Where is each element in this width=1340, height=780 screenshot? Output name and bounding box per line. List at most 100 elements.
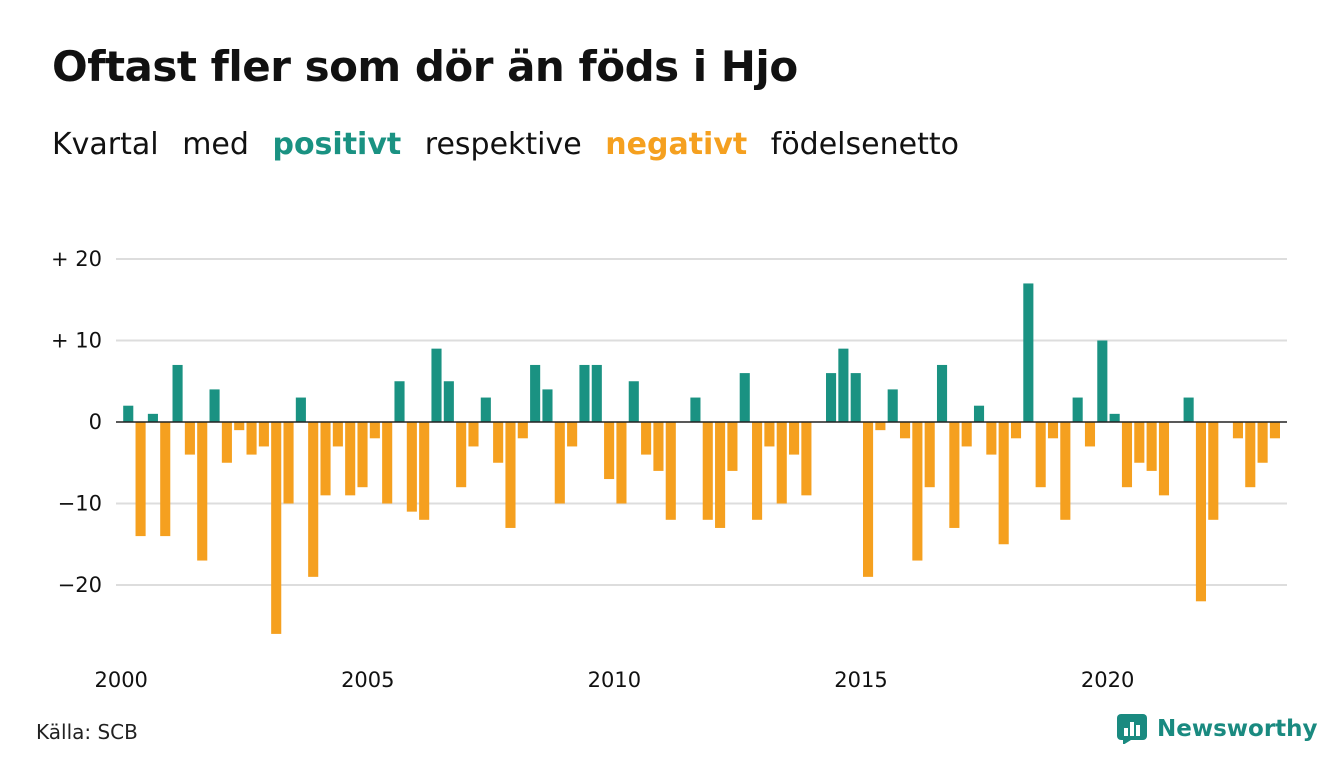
bar (160, 422, 171, 537)
bar (382, 422, 393, 504)
bar (1195, 422, 1207, 602)
bar (690, 397, 701, 422)
bar (369, 422, 380, 439)
bar (1121, 422, 1133, 488)
bar (936, 364, 948, 422)
bar (283, 422, 294, 504)
bar (147, 413, 158, 422)
newsworthy-logo-icon (1117, 714, 1147, 744)
bar (665, 422, 676, 520)
bar (172, 364, 183, 422)
bar (357, 422, 368, 488)
bar (443, 381, 454, 422)
bar (1158, 422, 1170, 496)
bar (480, 397, 491, 422)
subtitle-text-3: respektive (424, 127, 582, 162)
subtitle-text-2: med (182, 127, 249, 162)
bar (949, 422, 960, 528)
bar (604, 422, 615, 480)
bar (246, 422, 257, 455)
brand-name: Newsworthy (1157, 716, 1318, 742)
bar (345, 422, 356, 496)
bar (554, 422, 565, 504)
bar (727, 422, 738, 471)
bar (961, 422, 972, 447)
y-tick-label: −10 (58, 492, 102, 516)
bar (1072, 397, 1083, 422)
bar (1257, 422, 1268, 463)
bar (641, 422, 652, 455)
bar (628, 381, 639, 422)
bar (838, 348, 849, 422)
bar (826, 373, 837, 422)
bar (1060, 422, 1071, 520)
bar (493, 422, 504, 463)
bar (616, 422, 627, 504)
bar (209, 389, 220, 422)
bar (271, 422, 282, 634)
bar (764, 422, 775, 447)
bar (899, 422, 911, 439)
bar (1084, 422, 1096, 447)
bar (653, 422, 664, 471)
bar (1035, 422, 1046, 488)
chart-title: Oftast fler som dör än föds i Hjo (52, 42, 798, 91)
bar (1010, 422, 1022, 439)
bar (567, 422, 578, 447)
y-tick-label: + 20 (51, 247, 102, 271)
x-tick-label: 2015 (834, 668, 887, 692)
subtitle-positive-label: positivt (272, 127, 402, 162)
y-tick-label: + 10 (51, 329, 102, 353)
subtitle-text-1: Kvartal (52, 127, 159, 162)
bar (973, 405, 985, 422)
bar (197, 422, 208, 561)
bar (1245, 422, 1256, 488)
x-tick-label: 2010 (588, 668, 641, 692)
bar (875, 422, 886, 431)
bar (1208, 422, 1219, 520)
bar (517, 422, 528, 439)
brand-logo: Newsworthy (1117, 714, 1318, 744)
bar (850, 373, 861, 422)
bar (986, 422, 997, 455)
bar (1269, 422, 1280, 439)
bar (998, 422, 1009, 545)
subtitle-text-4: födelsenetto (770, 127, 959, 162)
bar (1183, 397, 1194, 422)
bar (320, 422, 331, 496)
bar (789, 422, 800, 455)
y-tick-label: 0 (89, 410, 102, 434)
chart-subtitle: Kvartal med positivt respektive negativt… (52, 127, 973, 162)
x-tick-label: 2000 (94, 668, 147, 692)
bar (295, 397, 306, 422)
bar (1134, 422, 1145, 463)
bar (863, 422, 874, 577)
bar (702, 422, 713, 520)
bar (419, 422, 430, 520)
x-tick-label: 2020 (1081, 668, 1134, 692)
bar (579, 364, 590, 422)
x-tick-label: 2005 (341, 668, 394, 692)
bar (234, 422, 245, 431)
bar (715, 422, 726, 528)
bar (887, 389, 898, 422)
bar (308, 422, 319, 577)
bar (431, 348, 442, 422)
bar (456, 422, 467, 488)
bar (530, 364, 541, 422)
bar (123, 405, 134, 422)
bar (912, 422, 923, 561)
bar (591, 364, 602, 422)
bar (468, 422, 479, 447)
bar (1146, 422, 1157, 471)
bar (221, 422, 232, 463)
bar (332, 422, 343, 447)
y-tick-label: −20 (58, 573, 102, 597)
bar (542, 389, 553, 422)
bar (1097, 340, 1108, 422)
bar (258, 422, 269, 447)
bar (135, 422, 146, 537)
bar (406, 422, 417, 512)
bar (739, 373, 750, 422)
bar (801, 422, 812, 496)
